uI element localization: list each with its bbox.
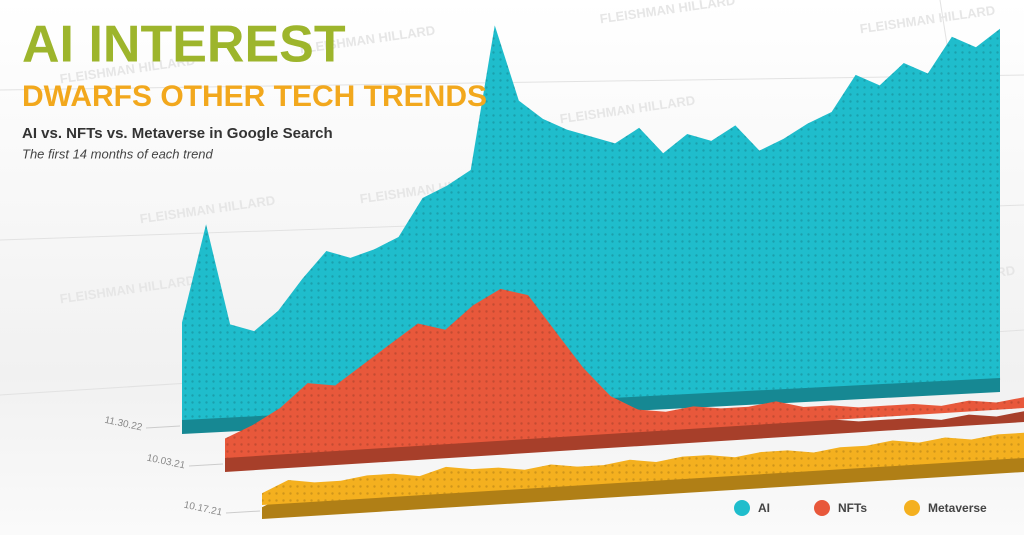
start-date-guide [188, 463, 224, 467]
area-dots [262, 432, 1024, 505]
legend-swatch [814, 500, 830, 516]
legend-swatch [904, 500, 920, 516]
area-dots [182, 25, 1000, 420]
start-date-guide [145, 425, 181, 429]
legend-label: AI [758, 501, 770, 515]
chart-title: AI INTEREST [22, 16, 346, 74]
chart-subtitle: DWARFS OTHER TECH TRENDS [22, 80, 487, 113]
start-date-guide [225, 510, 261, 514]
legend-swatch [734, 500, 750, 516]
legend-label: NFTs [838, 501, 867, 515]
legend: AI NFTs Metaverse [734, 500, 987, 516]
heading: AI vs. NFTs vs. Metaverse in Google Sear… [22, 125, 333, 142]
note: The first 14 months of each trend [22, 146, 214, 161]
legend-label: Metaverse [928, 501, 987, 515]
area-dots [225, 288, 1024, 458]
